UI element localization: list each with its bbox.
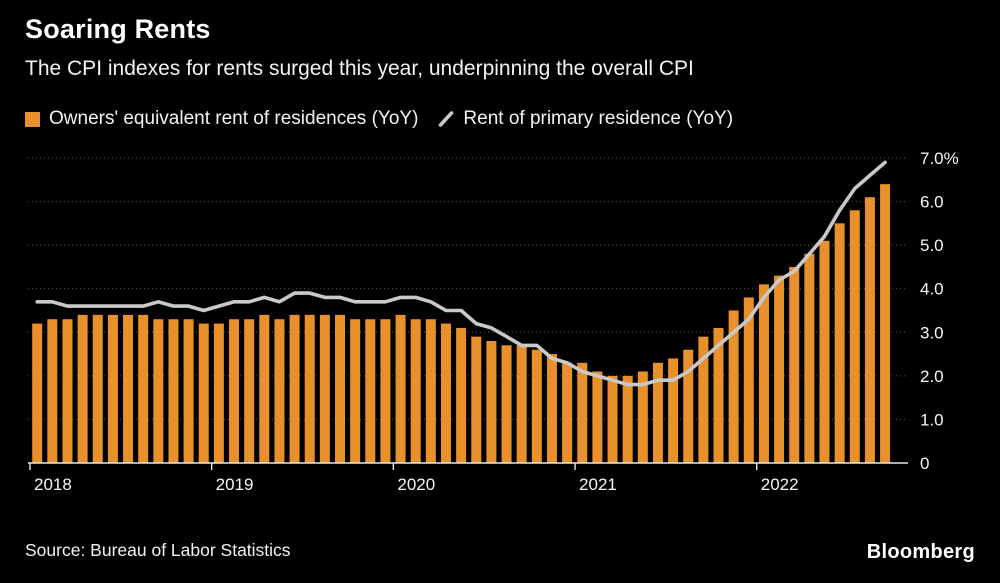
legend: Owners' equivalent rent of residences (Y… (25, 108, 733, 130)
y-tick-label: 3.0 (920, 323, 944, 342)
bar (244, 319, 255, 463)
bar (728, 310, 739, 463)
bar (637, 371, 648, 463)
bar (259, 314, 270, 463)
bar (486, 341, 497, 463)
bar (365, 319, 376, 463)
bar (168, 319, 179, 463)
bar-swatch-icon (25, 112, 40, 127)
bar (183, 319, 194, 463)
x-tick-label: 2020 (397, 475, 435, 494)
bar (335, 314, 346, 463)
bar (607, 375, 618, 463)
bar (107, 314, 118, 463)
legend-item-oer: Owners' equivalent rent of residences (Y… (25, 108, 418, 130)
bar (501, 345, 512, 463)
bar (834, 223, 845, 463)
bar (123, 314, 134, 463)
bar (789, 266, 800, 463)
bar (304, 314, 315, 463)
y-tick-label: 7.0% (920, 149, 959, 168)
source-text: Source: Bureau of Labor Statistics (25, 540, 291, 560)
bar (274, 319, 285, 463)
bar (47, 319, 58, 463)
bar (213, 323, 224, 463)
y-tick-label: 5.0 (920, 236, 944, 255)
bar (92, 314, 103, 463)
bar (774, 275, 785, 463)
bar (229, 319, 240, 463)
line-swatch-icon (438, 111, 454, 127)
bar (198, 323, 209, 463)
x-tick-label: 2018 (34, 475, 72, 494)
bar (819, 240, 830, 463)
bar (849, 210, 860, 463)
chart-subtitle: The CPI indexes for rents surged this ye… (25, 57, 694, 80)
bar (516, 345, 527, 463)
bar (456, 327, 467, 463)
y-tick-label: 4.0 (920, 280, 944, 299)
y-tick-label: 1.0 (920, 410, 944, 429)
x-tick-label: 2021 (579, 475, 617, 494)
chart-title: Soaring Rents (25, 14, 211, 44)
bar (62, 319, 73, 463)
bloomberg-logo: Bloomberg (866, 541, 975, 563)
bar (652, 362, 663, 463)
bar-line-chart: 7.0% 6.0 5.0 4.0 3.0 2.0 1.0 0 2018 2019 2020 2021 2… (0, 140, 1000, 515)
bar (440, 323, 451, 463)
bar (410, 319, 421, 463)
bar (425, 319, 436, 463)
bar (622, 375, 633, 463)
bar (153, 319, 164, 463)
bar (531, 349, 542, 463)
bar (880, 184, 891, 463)
y-tick-label: 6.0 (920, 193, 944, 212)
bar (592, 371, 603, 463)
bar (758, 284, 769, 463)
x-tick-label: 2019 (216, 475, 254, 494)
x-tick-label: 2022 (761, 475, 799, 494)
bar (32, 323, 43, 463)
bar (350, 319, 361, 463)
bar (683, 349, 694, 463)
bar (713, 327, 724, 463)
y-tick-label: 2.0 (920, 367, 944, 386)
bar (395, 314, 406, 463)
bar (804, 253, 815, 463)
bar (864, 197, 875, 463)
legend-item-rent: Rent of primary residence (YoY) (438, 108, 733, 130)
bar (138, 314, 149, 463)
bar (743, 297, 754, 463)
bar (668, 358, 679, 463)
bar (546, 354, 557, 463)
y-tick-label: 0 (920, 454, 929, 473)
bar (289, 314, 300, 463)
bar (77, 314, 88, 463)
bar (577, 362, 588, 463)
bar (698, 336, 709, 463)
legend-label-oer: Owners' equivalent rent of residences (Y… (49, 108, 419, 129)
bar (562, 362, 573, 463)
legend-label-rent: Rent of primary residence (YoY) (463, 108, 734, 129)
bar (380, 319, 391, 463)
bar (319, 314, 330, 463)
bar (471, 336, 482, 463)
rent-line (35, 160, 887, 387)
chart-canvas: 7.0% 6.0 5.0 4.0 3.0 2.0 1.0 0 2018 2019 2020 2021 2… (28, 149, 959, 494)
